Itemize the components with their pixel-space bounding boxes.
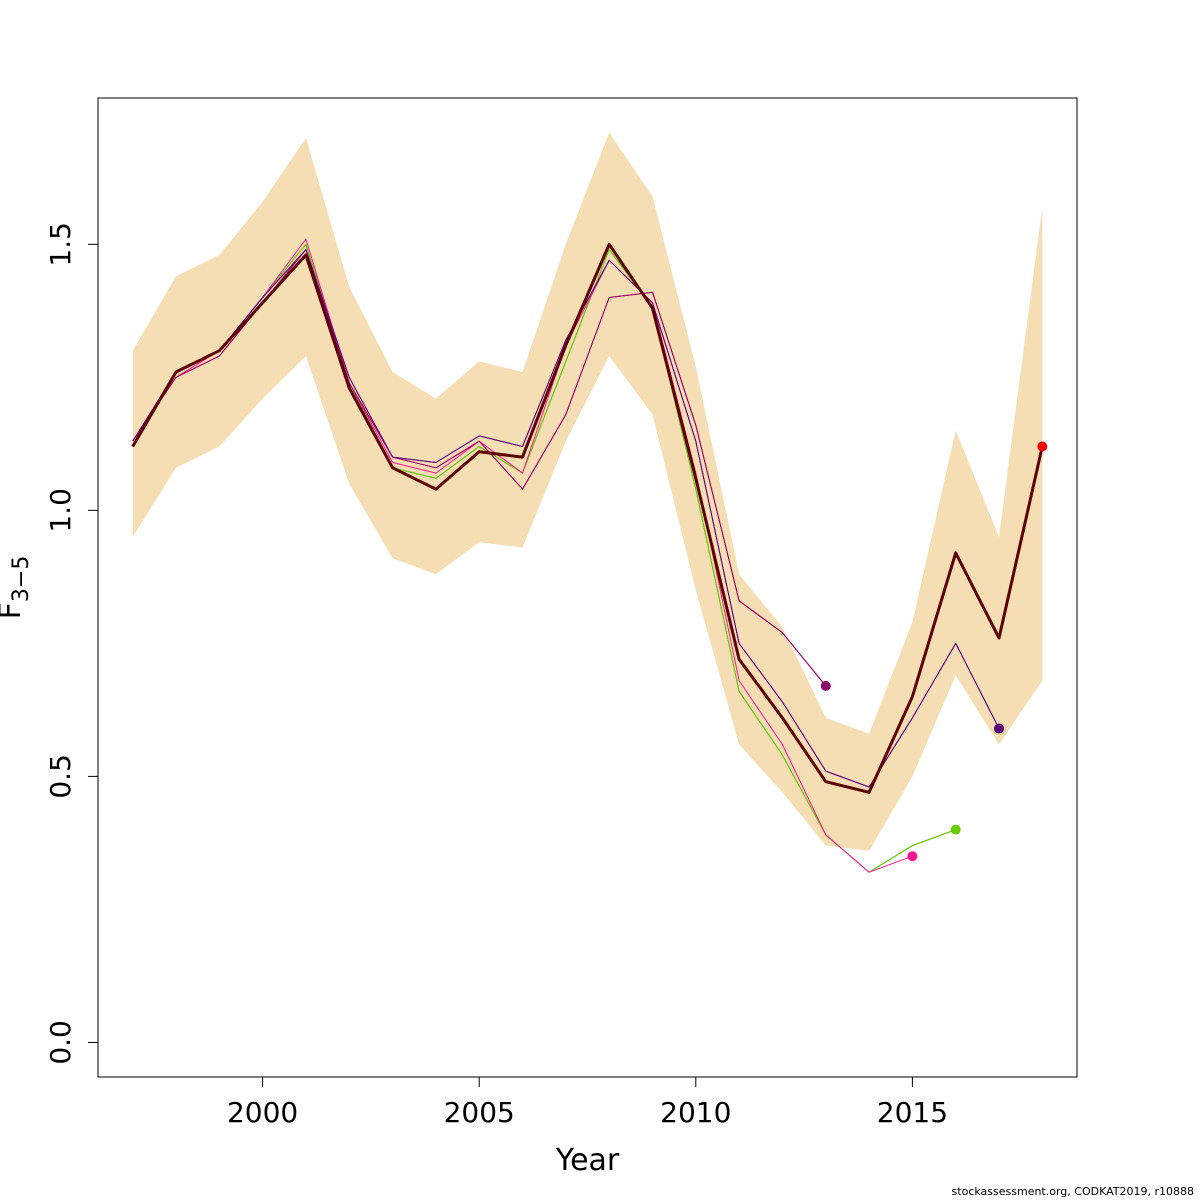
end-points-layer <box>820 441 1048 862</box>
y-axis-title-letter: F <box>0 602 28 619</box>
y-axis-title: F3−5 <box>0 556 34 620</box>
series-line-8 <box>131 242 1044 794</box>
end-point-5 <box>1037 441 1048 452</box>
end-point-3 <box>950 824 961 835</box>
x-tick-label: 2005 <box>444 1096 515 1129</box>
end-point-2 <box>907 851 918 862</box>
y-axis-title-subscript: 3−5 <box>9 556 34 602</box>
end-point-1 <box>820 680 831 691</box>
x-axis-title: Year <box>555 1143 620 1178</box>
x-tick-label: 2000 <box>227 1096 298 1129</box>
x-tick-label: 2010 <box>660 1096 731 1129</box>
series-layer <box>131 238 1044 873</box>
x-axis: 2000 2005 2010 2015 <box>227 1076 948 1129</box>
confidence-band <box>132 132 1043 851</box>
series-line-7 <box>132 249 1000 788</box>
y-tick-label: 0.0 <box>44 1020 77 1065</box>
y-tick-label: 1.5 <box>44 222 77 267</box>
x-tick-label: 2015 <box>877 1096 948 1129</box>
y-tick-label: 1.0 <box>44 488 77 533</box>
series-line-2 <box>132 243 956 873</box>
y-tick-label: 0.5 <box>44 754 77 799</box>
footer-credit: stockassessment.org, CODKAT2019, r10888 <box>951 1185 1194 1198</box>
y-axis: 0.0 0.5 1.0 1.5 <box>44 222 99 1065</box>
y-axis-title-main: F3−5 <box>0 556 34 620</box>
confidence-band-layer <box>132 132 1043 851</box>
end-point-4 <box>994 723 1004 734</box>
